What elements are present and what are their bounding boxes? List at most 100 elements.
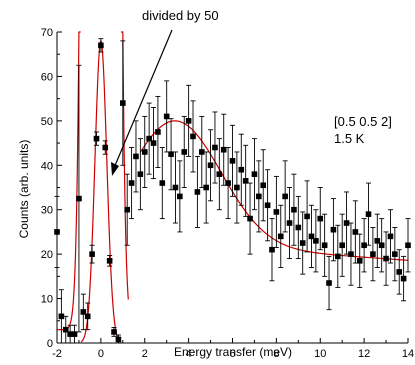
data-marker (361, 242, 367, 249)
data-marker (247, 215, 253, 222)
data-marker (339, 242, 345, 249)
data-marker (150, 140, 157, 146)
data-marker (115, 336, 122, 343)
data-point (203, 151, 209, 224)
data-marker (111, 329, 117, 335)
y-tick-label: 50 (41, 116, 53, 128)
data-point (102, 140, 109, 155)
data-marker (374, 238, 381, 244)
data-marker (84, 313, 91, 320)
data-point (177, 160, 183, 233)
data-point (80, 293, 87, 331)
data-point (137, 138, 144, 211)
data-point (273, 175, 280, 248)
data-marker (168, 151, 174, 157)
data-marker (198, 149, 205, 155)
data-marker (286, 220, 293, 226)
data-point (286, 187, 293, 260)
data-marker (304, 213, 310, 220)
data-point (392, 227, 398, 282)
data-marker (98, 42, 104, 49)
data-point (348, 222, 354, 286)
x-tick-label: 0 (98, 348, 104, 360)
data-marker (203, 184, 209, 191)
data-marker (163, 113, 170, 120)
y-tick-label: 0 (47, 338, 53, 350)
data-marker (128, 180, 135, 186)
data-point (225, 147, 231, 220)
data-point (172, 151, 179, 224)
data-point (163, 80, 170, 153)
data-marker (106, 258, 113, 264)
y-tick-label: 30 (41, 205, 53, 217)
data-point (207, 129, 214, 202)
data-marker (387, 233, 394, 240)
y-tick-label: 10 (41, 294, 53, 306)
data-marker (93, 135, 100, 142)
data-point (291, 173, 297, 246)
data-marker (330, 226, 337, 233)
data-marker (299, 240, 306, 246)
data-point (295, 195, 302, 260)
y-tick-label: 60 (41, 71, 53, 83)
fit-curve-elastic-peak (80, 39, 121, 343)
y-tick-label: 40 (41, 160, 53, 172)
data-point (194, 155, 201, 228)
data-marker (194, 189, 201, 195)
data-point (313, 209, 319, 273)
data-point (111, 327, 117, 337)
data-marker (207, 162, 214, 169)
x-tick-label: 6 (229, 348, 235, 360)
data-marker (80, 309, 87, 315)
data-marker (256, 193, 262, 200)
data-point (150, 107, 157, 180)
data-marker (62, 326, 69, 333)
data-point (264, 169, 271, 242)
data-marker (242, 178, 249, 184)
data-marker (405, 242, 411, 249)
data-point (124, 173, 130, 246)
data-point (339, 213, 345, 277)
data-point (216, 138, 223, 211)
data-marker (181, 149, 188, 155)
data-point (374, 213, 381, 268)
data-marker (155, 129, 161, 135)
data-marker (365, 211, 372, 217)
data-point (212, 111, 218, 184)
data-point (238, 133, 245, 206)
fit-curve-inelastic (139, 120, 409, 261)
data-marker (58, 313, 65, 320)
data-marker (282, 193, 288, 200)
data-marker (396, 269, 403, 275)
data-point (304, 180, 310, 253)
data-point (220, 113, 227, 186)
x-tick-label: 4 (186, 348, 192, 360)
data-point (400, 255, 407, 302)
data-point (84, 302, 91, 331)
data-point (181, 115, 188, 188)
data-marker (146, 135, 152, 142)
data-point (251, 138, 258, 211)
x-axis-label: Energy transfer (meV) (174, 345, 292, 359)
data-point (317, 187, 324, 251)
data-point (168, 118, 174, 191)
legend-line-2: 1.5 K (334, 131, 365, 146)
data-marker (277, 233, 284, 240)
data-point (76, 64, 82, 333)
data-point (256, 160, 262, 233)
data-marker (124, 206, 130, 213)
x-tick-label: 10 (314, 348, 326, 360)
data-point (159, 147, 166, 220)
data-marker (269, 246, 275, 253)
data-point (335, 224, 341, 288)
data-point (247, 182, 253, 255)
data-marker (159, 180, 166, 186)
legend-line-1: [0.5 0.5 2] (334, 114, 392, 129)
data-marker (352, 229, 359, 235)
data-marker (348, 251, 354, 257)
data-points (54, 38, 411, 344)
data-marker (343, 220, 350, 226)
data-point (370, 227, 376, 282)
data-marker (383, 255, 389, 262)
